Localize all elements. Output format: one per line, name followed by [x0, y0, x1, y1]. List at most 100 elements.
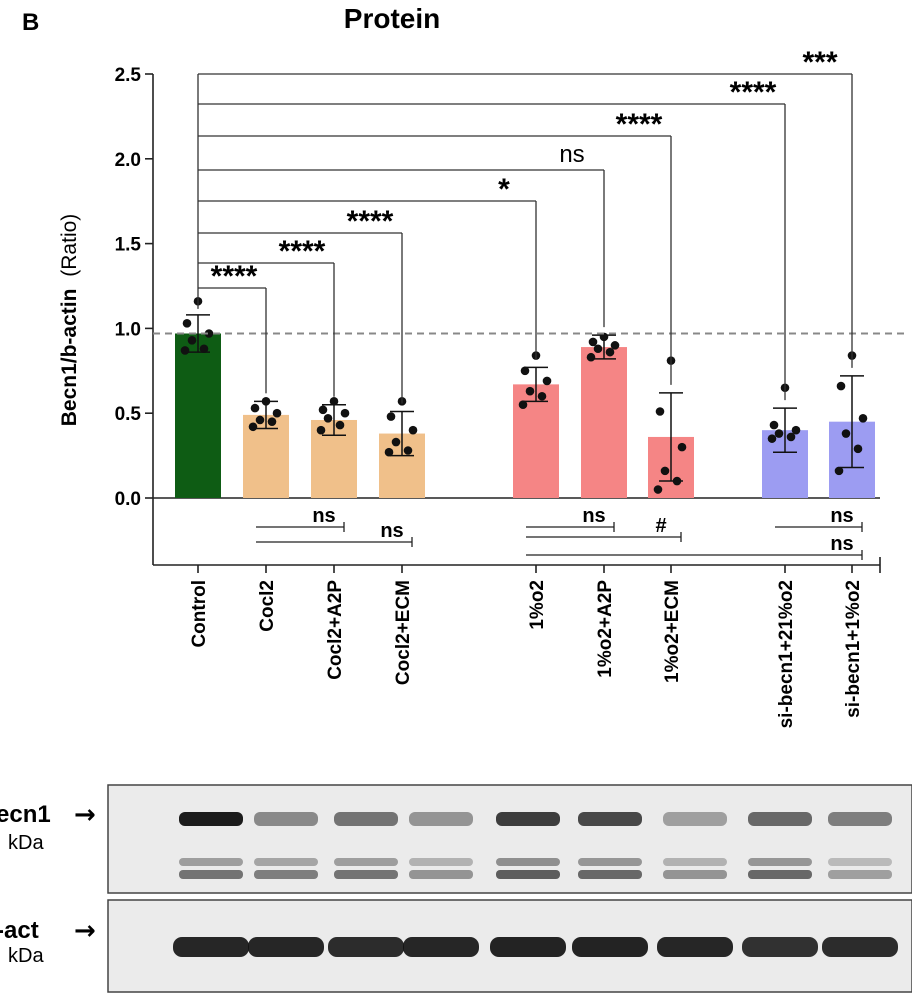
blot-band-actin	[572, 937, 648, 957]
blot-band-becn1-lower	[179, 870, 243, 879]
blot-band-becn1-middle	[663, 858, 727, 866]
data-point	[182, 319, 192, 328]
blot-kda-label: kDa	[8, 945, 44, 967]
blot-band-actin	[742, 937, 818, 957]
y-tick-label: 2.5	[115, 65, 142, 86]
data-point	[677, 442, 687, 452]
lower-comparison-label: ns	[830, 533, 853, 555]
data-point	[841, 429, 851, 438]
data-point	[391, 437, 401, 447]
blot-band-becn1-upper	[334, 812, 398, 826]
blot-band-becn1-lower	[828, 870, 892, 879]
data-point	[323, 413, 333, 423]
data-point	[255, 415, 265, 425]
blot-band-becn1-upper	[828, 812, 892, 826]
data-point	[187, 335, 197, 345]
plot-area: 0.0 0.5 1.0 1.5 2.0 2.5 Control Cocl2 Cocl2+A2P C…	[115, 46, 905, 728]
data-point	[250, 403, 260, 413]
data-point	[672, 476, 682, 486]
blot-band-actin	[173, 937, 249, 957]
x-tick-label: Control	[189, 580, 210, 648]
blot-band-becn1-middle	[334, 858, 398, 866]
significance-label: ****	[347, 205, 394, 238]
blot-band-becn1-upper	[409, 812, 473, 826]
data-point	[774, 429, 784, 438]
data-point	[537, 391, 547, 401]
significance-label: ****	[616, 108, 663, 141]
data-point	[660, 466, 670, 476]
data-point	[329, 397, 339, 406]
lower-comparison-label: ns	[312, 505, 335, 527]
blot-band-actin	[403, 937, 479, 957]
blot-band-becn1-upper	[496, 812, 560, 826]
blot-band-actin	[248, 937, 324, 957]
blot-band-becn1-lower	[409, 870, 473, 879]
data-point	[316, 425, 326, 435]
blot-kda-label: kDa	[8, 832, 44, 854]
blot-band-becn1-middle	[254, 858, 318, 866]
x-tick-label: 1%o2+ECM	[662, 580, 683, 683]
data-point	[248, 422, 258, 432]
blot-band-becn1-middle	[409, 858, 473, 866]
x-tick-label: 1%o2	[527, 580, 548, 630]
x-tick-label: Cocl2+ECM	[393, 580, 414, 685]
x-tick-label: Cocl2	[257, 580, 278, 632]
y-tick-label: 1.0	[115, 319, 141, 340]
data-point	[655, 407, 665, 416]
blot-band-becn1-upper	[663, 812, 727, 826]
data-point	[272, 408, 282, 418]
arrow-icon: →	[74, 800, 96, 830]
data-point	[525, 386, 535, 396]
bar	[581, 347, 627, 498]
x-tick-label: si-becn1+21%o2	[776, 580, 797, 728]
significance-label: ns	[559, 141, 584, 168]
blot-band-becn1-middle	[496, 858, 560, 866]
chart-title: Protein	[344, 3, 440, 34]
x-tick-label: si-becn1+1%o2	[843, 580, 864, 718]
x-tick-label: 1%o2+A2P	[595, 580, 616, 678]
data-point	[267, 417, 277, 426]
blot-band-actin	[822, 937, 898, 957]
blot-band-becn1-middle	[828, 858, 892, 866]
lower-comparison-label: #	[655, 515, 666, 537]
data-point	[542, 376, 552, 386]
blot-band-becn1-lower	[496, 870, 560, 879]
data-point	[335, 420, 345, 430]
y-tick-label: 2.0	[115, 150, 141, 171]
data-point	[199, 344, 209, 354]
lower-comparison-label: ns	[380, 520, 403, 542]
data-point	[518, 400, 528, 410]
data-point	[384, 447, 394, 457]
data-point	[836, 381, 846, 391]
significance-label: *	[498, 173, 510, 206]
data-point	[786, 432, 796, 442]
blot-band-becn1-upper	[254, 812, 318, 826]
blot-band-becn1-lower	[334, 870, 398, 879]
data-point	[586, 352, 596, 362]
data-point	[610, 341, 620, 350]
lower-comparison-label: ns	[830, 505, 853, 527]
data-point	[408, 425, 418, 435]
data-point	[605, 347, 615, 357]
data-point	[204, 329, 214, 338]
data-point	[653, 485, 663, 494]
lower-comparison-label: ns	[582, 505, 605, 527]
data-point	[769, 420, 779, 430]
y-tick-label: 0.0	[115, 489, 141, 510]
data-point	[599, 332, 609, 342]
data-point	[834, 466, 844, 476]
data-point	[791, 425, 801, 435]
blot-band-becn1-middle	[748, 858, 812, 866]
significance-label: ****	[279, 235, 326, 268]
blot-band-becn1-lower	[254, 870, 318, 879]
data-point	[261, 397, 271, 406]
panel-label: B	[22, 9, 39, 36]
blot-band-becn1-lower	[663, 870, 727, 879]
data-point	[593, 344, 603, 354]
blot-band-becn1-upper	[578, 812, 642, 826]
y-axis-label-unit: (Ratio)	[58, 214, 81, 277]
data-point	[318, 405, 328, 415]
significance-label: ***	[802, 46, 837, 79]
blot-band-actin	[328, 937, 404, 957]
